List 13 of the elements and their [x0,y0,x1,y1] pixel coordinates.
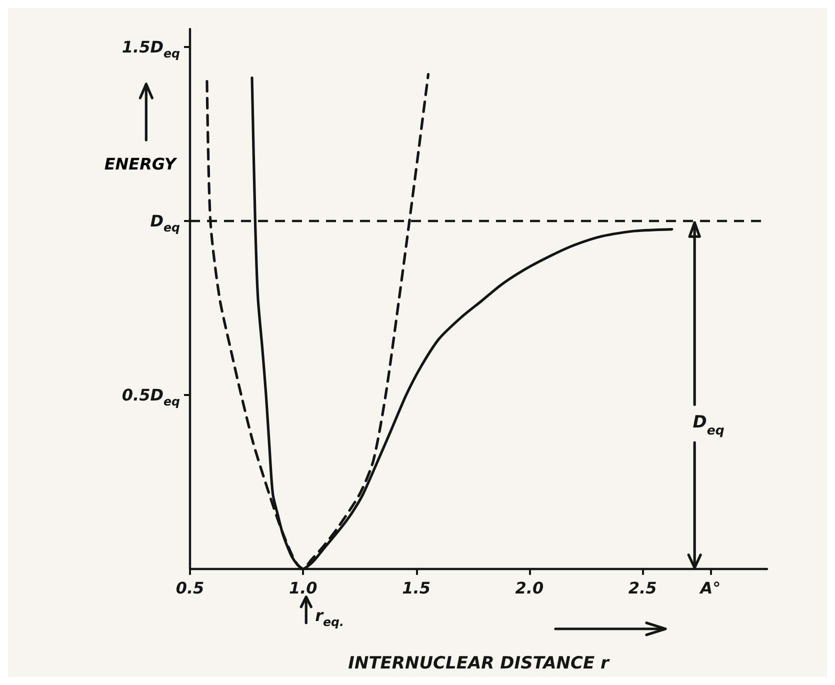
y-axis-title: ENERGY [104,154,178,174]
y-tick-label: 1.5D$_{eq}$ [122,36,181,60]
x-tick-label: 2.0 [515,578,544,598]
y-tick-label: 0.5D$_{eq}$ [122,385,181,409]
x-tick-label: 0.5 [176,578,204,598]
x-tick-label: 1.0 [288,578,318,598]
y-tick-label: D$_{eq}$ [150,211,181,235]
x-tick-label: 1.5 [402,578,430,598]
annotation: r$_{eq.}$ [315,605,344,629]
annotation: D$_{eq}$ [692,412,724,438]
x-tick-label: A° [698,578,721,598]
x-axis-title: INTERNUCLEAR DISTANCE r [348,654,610,674]
x-tick-label: 2.5 [628,578,657,598]
